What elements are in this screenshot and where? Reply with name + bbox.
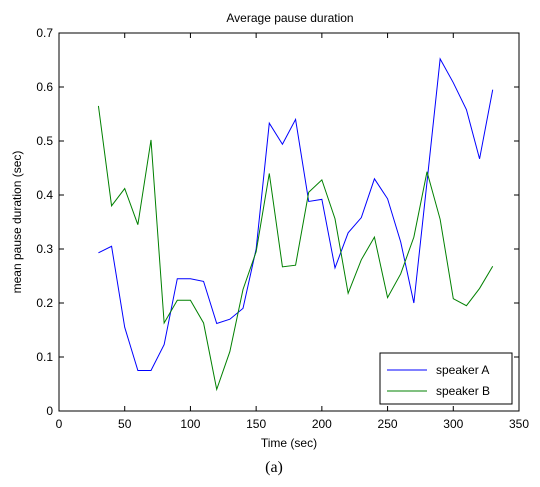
- x-axis-label: Time (sec): [261, 436, 317, 450]
- y-tick-label: 0.1: [36, 350, 53, 364]
- series-lines: [97, 57, 494, 392]
- y-tick-label: 0.4: [36, 188, 53, 202]
- x-tick-label: 350: [509, 417, 529, 431]
- legend-box: [379, 352, 513, 405]
- plot-area: [58, 32, 520, 412]
- series-line-speaker-b: [97, 105, 494, 392]
- legend: speaker A speaker B: [379, 352, 513, 405]
- y-tick-label: 0.5: [36, 134, 53, 148]
- y-tick-label: 0.6: [36, 80, 53, 94]
- figure-caption: (a): [265, 459, 283, 476]
- x-tick-label: 150: [246, 417, 266, 431]
- legend-label-speaker-a: speaker A: [436, 363, 489, 377]
- series-line-speaker-a: [98, 57, 494, 371]
- y-axis-label: mean pause duration (sec): [10, 151, 24, 294]
- y-tick-label: 0: [46, 404, 53, 418]
- x-tick-label: 200: [312, 417, 332, 431]
- x-tick-label: 300: [443, 417, 463, 431]
- y-tick-label: 0.7: [36, 26, 53, 40]
- y-tick-label: 0.2: [36, 296, 53, 310]
- legend-label-speaker-b: speaker B: [436, 384, 490, 398]
- y-tick-label: 0.3: [36, 242, 53, 256]
- x-tick-label: 50: [118, 417, 132, 431]
- x-tick-label: 250: [378, 417, 398, 431]
- axis-ticks: 0 50 100 150 200 250 300 350 0 0.1 0.2 0.3 0.4 0.5 0.6…: [36, 26, 529, 431]
- chart-title: Average pause duration: [226, 11, 353, 25]
- x-tick-label: 100: [180, 417, 200, 431]
- x-tick-label: 0: [56, 417, 63, 431]
